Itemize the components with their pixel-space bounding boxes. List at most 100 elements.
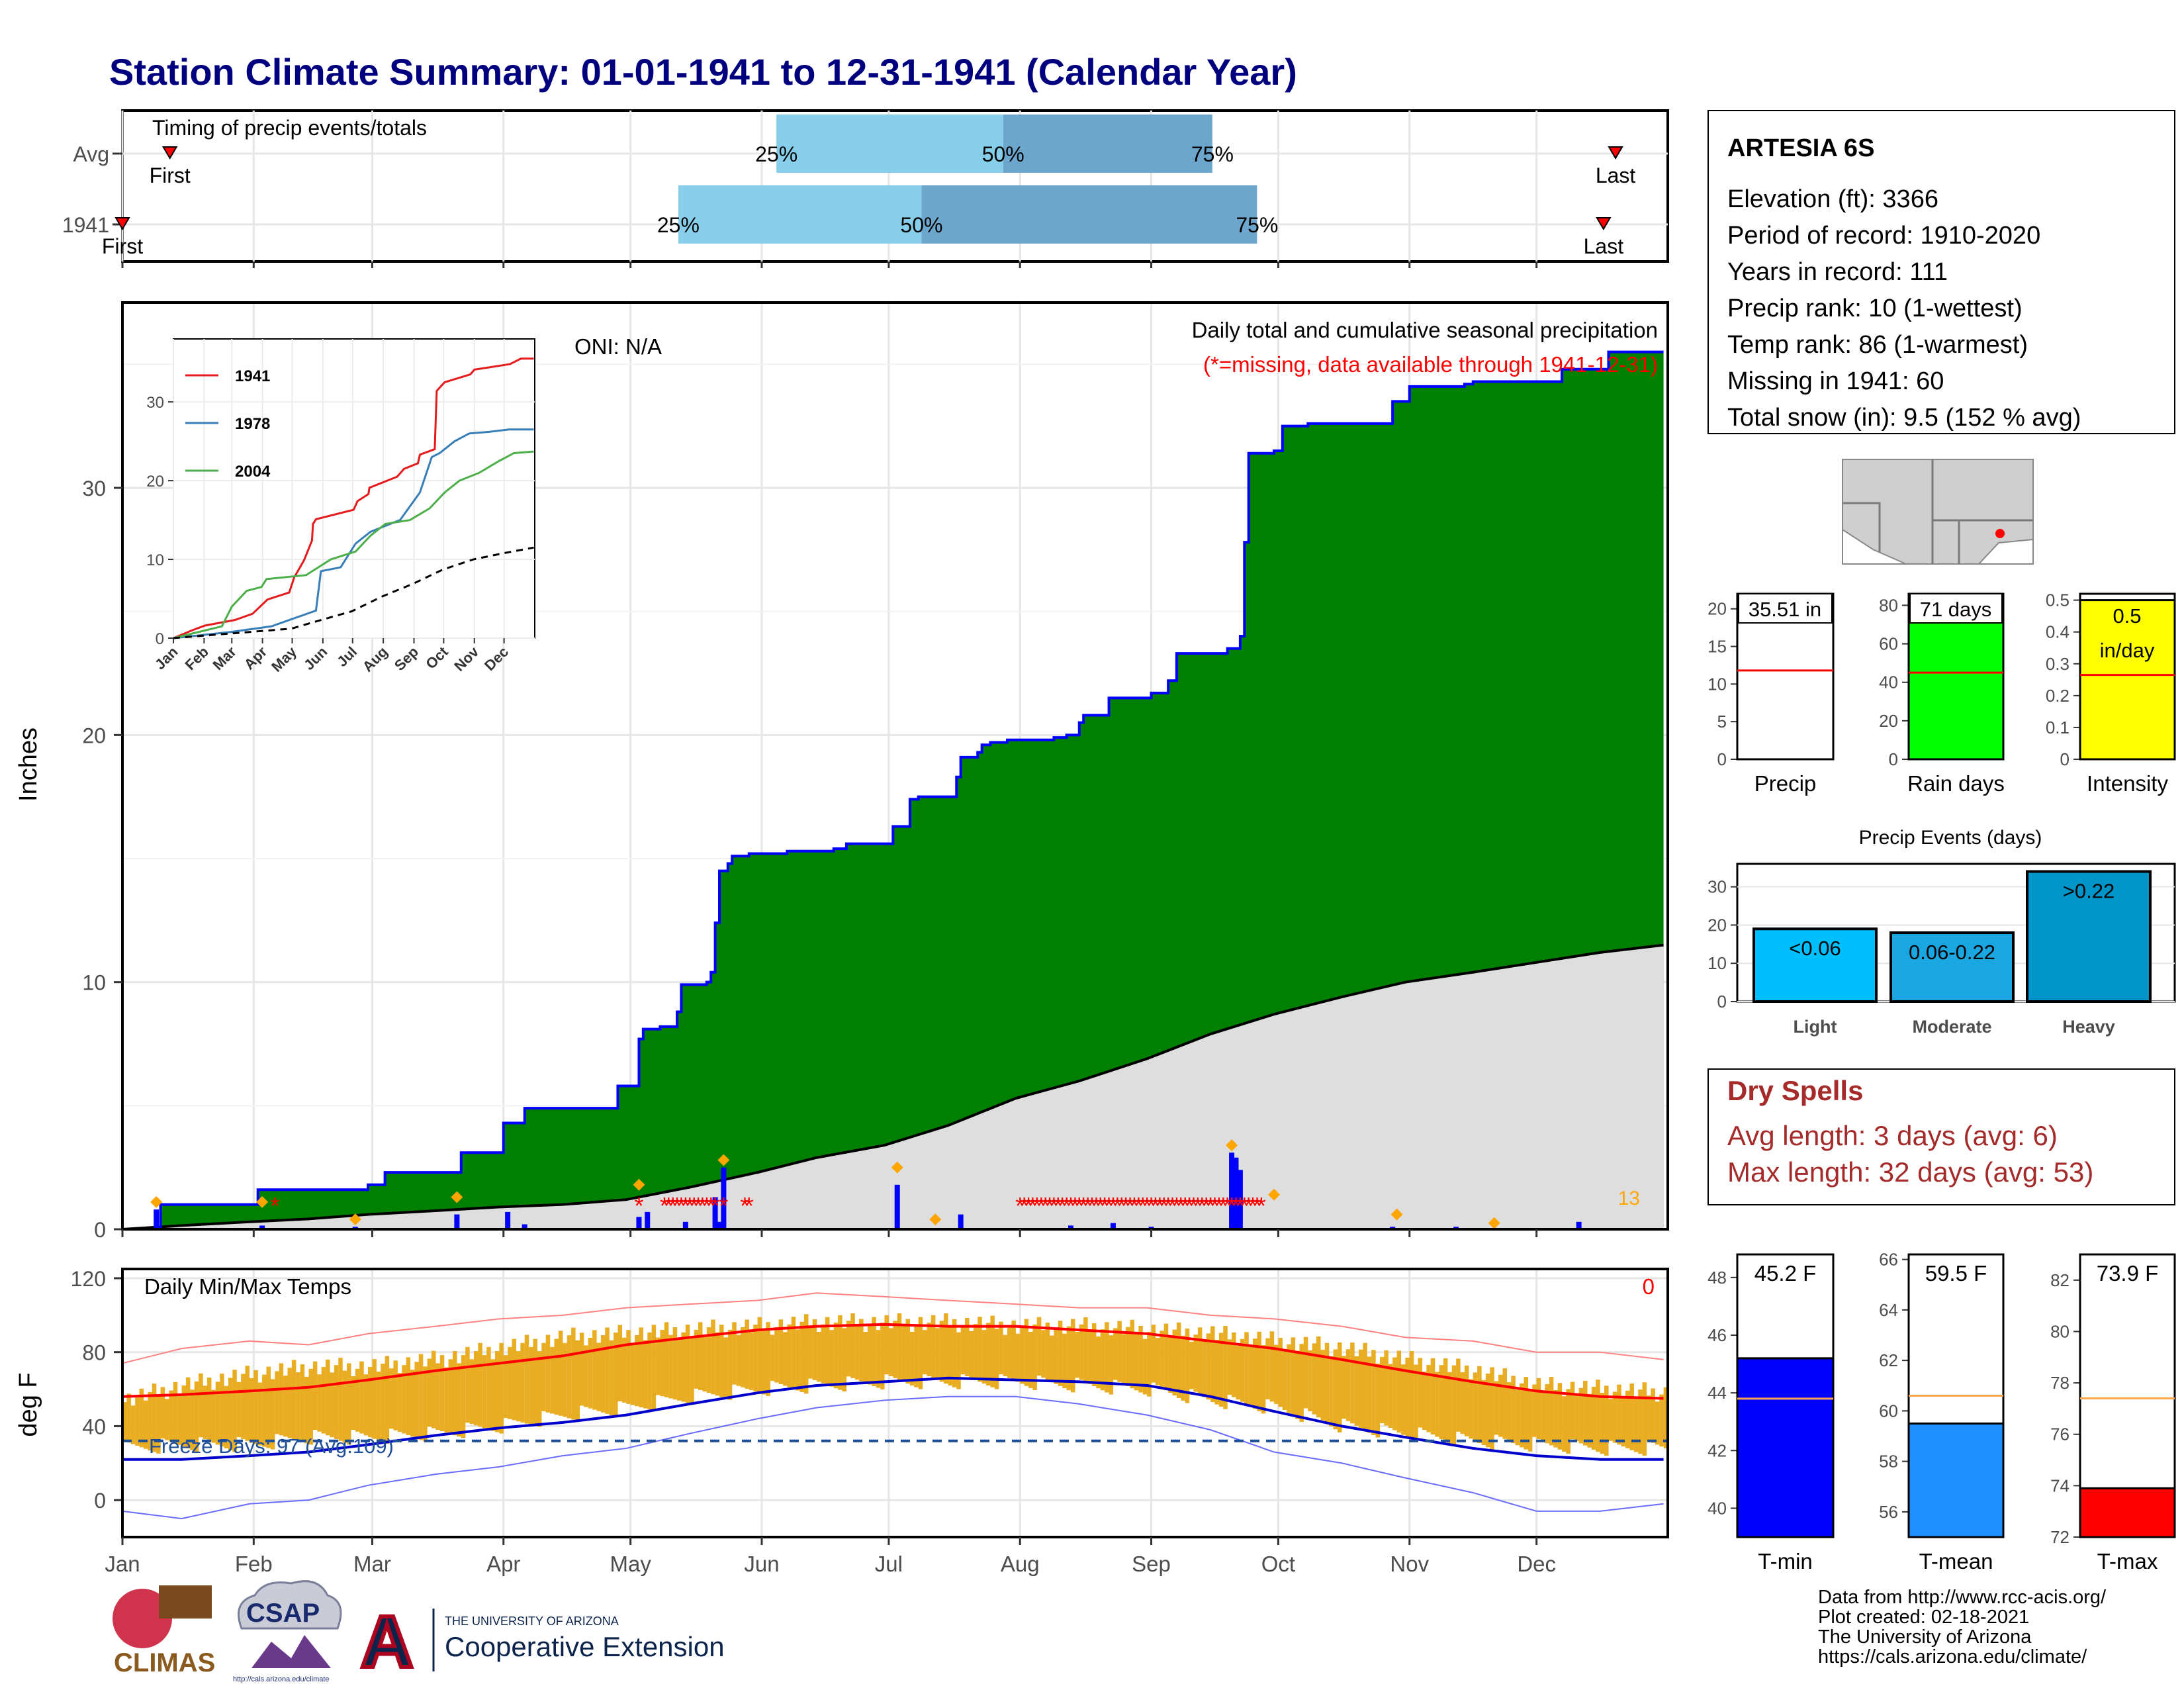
daily-temp-range-bar xyxy=(287,1368,292,1438)
mini-y-tick-label: 72 xyxy=(2050,1527,2070,1547)
daily-temp-range-bar xyxy=(253,1370,258,1444)
events-y-tick-label: 20 xyxy=(1707,915,1727,935)
daily-temp-range-bar xyxy=(143,1400,148,1449)
daily-temp-range-bar xyxy=(372,1359,377,1439)
intensity-unit-label: in/day xyxy=(2100,639,2155,662)
missing-day-marker: * xyxy=(672,1192,682,1219)
bar-category-label: T-max xyxy=(2097,1549,2158,1573)
daily-temp-range-bar xyxy=(537,1351,542,1427)
daily-temp-range-bar xyxy=(177,1393,182,1445)
missing-day-marker: * xyxy=(1117,1192,1126,1219)
inset-series-1941 xyxy=(173,357,534,639)
rain-days-value-box xyxy=(1909,593,2003,624)
events-category-label: Light xyxy=(1794,1017,1837,1037)
daily-precip-bar xyxy=(894,1184,900,1229)
daily-precip-bar xyxy=(721,1167,727,1229)
missing-day-marker: * xyxy=(1202,1192,1211,1219)
bar-category-label: Rain days xyxy=(1907,771,2005,796)
ua-logo-big: Cooperative Extension xyxy=(445,1631,725,1662)
missing-day-marker: * xyxy=(1147,1192,1156,1219)
daily-temp-range-bar xyxy=(1015,1333,1021,1382)
daily-temp-range-bar xyxy=(232,1370,237,1452)
bar-intensity xyxy=(2079,599,2176,761)
daily-temp-range-bar xyxy=(1244,1332,1249,1405)
mini-y-tick-label: 0.3 xyxy=(2046,654,2070,674)
daily-temp-range-bar xyxy=(567,1335,572,1419)
climas-logo: CLIMAS xyxy=(113,1585,215,1677)
daily-temp-range-bar xyxy=(1096,1336,1101,1389)
daily-temp-range-bar xyxy=(355,1368,360,1432)
mini-y-tick-label: 42 xyxy=(1707,1440,1727,1460)
daily-temp-range-bar xyxy=(385,1356,390,1444)
daily-temp-range-bar xyxy=(893,1321,897,1378)
daily-temp-range-bar xyxy=(664,1322,669,1397)
mini-y-tick-label: 66 xyxy=(1879,1250,1898,1270)
daily-temp-range-bar xyxy=(1062,1333,1067,1389)
daily-temp-range-bar xyxy=(706,1327,711,1393)
daily-temp-range-bar xyxy=(1028,1331,1033,1388)
daily-temp-range-bar xyxy=(126,1393,131,1443)
dry-spells-max: Max length: 32 days (avg: 53) xyxy=(1727,1156,2093,1188)
timing-bar-q50-q75 xyxy=(921,185,1257,244)
first-event-marker xyxy=(161,146,178,160)
daily-temp-range-bar xyxy=(1176,1322,1181,1398)
daily-temp-range-bar xyxy=(702,1335,707,1392)
daily-temp-range-bar xyxy=(1350,1342,1355,1424)
daily-temp-range-bar xyxy=(732,1322,737,1385)
missing-day-marker: * xyxy=(1193,1192,1203,1219)
mini-y-tick-label: 0 xyxy=(2060,749,2070,769)
credit-line-1: Data from http://www.rcc-acis.org/ xyxy=(1818,1587,2107,1608)
temps-y-tick-label: 120 xyxy=(71,1267,106,1291)
month-label: Sep xyxy=(1132,1552,1171,1576)
daily-temp-range-bar xyxy=(719,1325,724,1397)
daily-temp-range-bar xyxy=(308,1368,313,1445)
daily-temp-range-bar xyxy=(745,1319,749,1389)
daily-temp-range-bar xyxy=(406,1357,411,1436)
station-line-temp-rank: Temp rank: 86 (1-warmest) xyxy=(1727,331,2028,359)
last-event-marker xyxy=(1608,146,1623,160)
daily-temp-range-bar xyxy=(1278,1338,1283,1407)
precip-title: Daily total and cumulative seasonal prec… xyxy=(1192,318,1658,342)
daily-temp-range-bar xyxy=(761,1329,766,1395)
daily-temp-range-bar xyxy=(1443,1358,1448,1442)
daily-temp-range-bar xyxy=(990,1315,995,1387)
temps-count-label: 0 xyxy=(1643,1274,1655,1299)
locator-map-mexico xyxy=(1977,538,2034,565)
daily-temp-range-bar xyxy=(1400,1364,1406,1435)
missing-day-marker: * xyxy=(1160,1192,1169,1219)
missing-day-marker: * xyxy=(719,1192,728,1219)
daily-precip-bar xyxy=(1233,1157,1239,1229)
daily-temp-range-bar xyxy=(152,1383,157,1452)
snow-event-marker xyxy=(633,1178,645,1191)
daily-temp-range-bar xyxy=(347,1363,351,1445)
daily-temp-range-bar xyxy=(905,1319,910,1384)
inset-series-average xyxy=(173,546,534,639)
daily-temp-range-bar xyxy=(545,1335,551,1413)
daily-temp-range-bar xyxy=(1151,1325,1156,1383)
missing-day-marker: * xyxy=(1181,1192,1190,1219)
temp-bar-value-label: 59.5 F xyxy=(1925,1261,1987,1286)
daily-temp-range-bar xyxy=(148,1391,152,1451)
bar-t-mean xyxy=(1907,1422,2005,1538)
daily-temp-range-bar xyxy=(944,1313,948,1384)
daily-temp-range-bar xyxy=(884,1315,889,1375)
daily-temp-range-bar xyxy=(1345,1349,1351,1421)
daily-temp-range-bar xyxy=(1024,1319,1029,1386)
daily-temp-range-bar xyxy=(825,1317,830,1385)
daily-temp-range-bar xyxy=(1621,1397,1626,1447)
mini-y-tick-label: 46 xyxy=(1707,1325,1727,1345)
daily-temp-range-bar xyxy=(821,1324,826,1383)
inset-series-2004 xyxy=(173,450,534,639)
events-bar-light xyxy=(1752,927,1878,1003)
csap-logo-cloud xyxy=(238,1580,342,1630)
daily-temp-range-bar xyxy=(1596,1380,1600,1452)
daily-temp-range-bar xyxy=(423,1366,428,1442)
daily-temp-range-bar xyxy=(1354,1356,1359,1426)
missing-day-marker: * xyxy=(702,1192,711,1219)
daily-temp-range-bar xyxy=(520,1342,525,1423)
missing-day-marker: * xyxy=(1227,1192,1236,1219)
daily-temp-range-bar xyxy=(1274,1344,1279,1404)
daily-temp-range-bar xyxy=(1210,1326,1215,1403)
daily-precip-bar xyxy=(154,1209,159,1229)
